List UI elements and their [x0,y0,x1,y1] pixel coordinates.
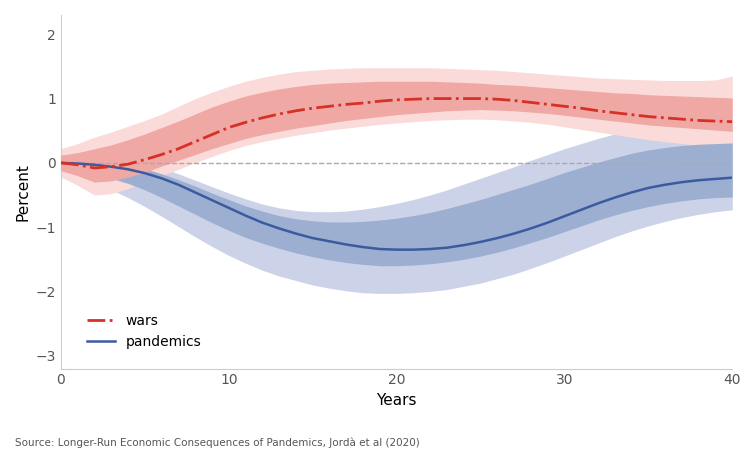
X-axis label: Years: Years [376,393,417,408]
Text: Source: Longer-Run Economic Consequences of Pandemics, Jordà et al (2020): Source: Longer-Run Economic Consequences… [15,437,420,448]
Legend: wars, pandemics: wars, pandemics [82,309,207,355]
Y-axis label: Percent: Percent [15,163,30,221]
